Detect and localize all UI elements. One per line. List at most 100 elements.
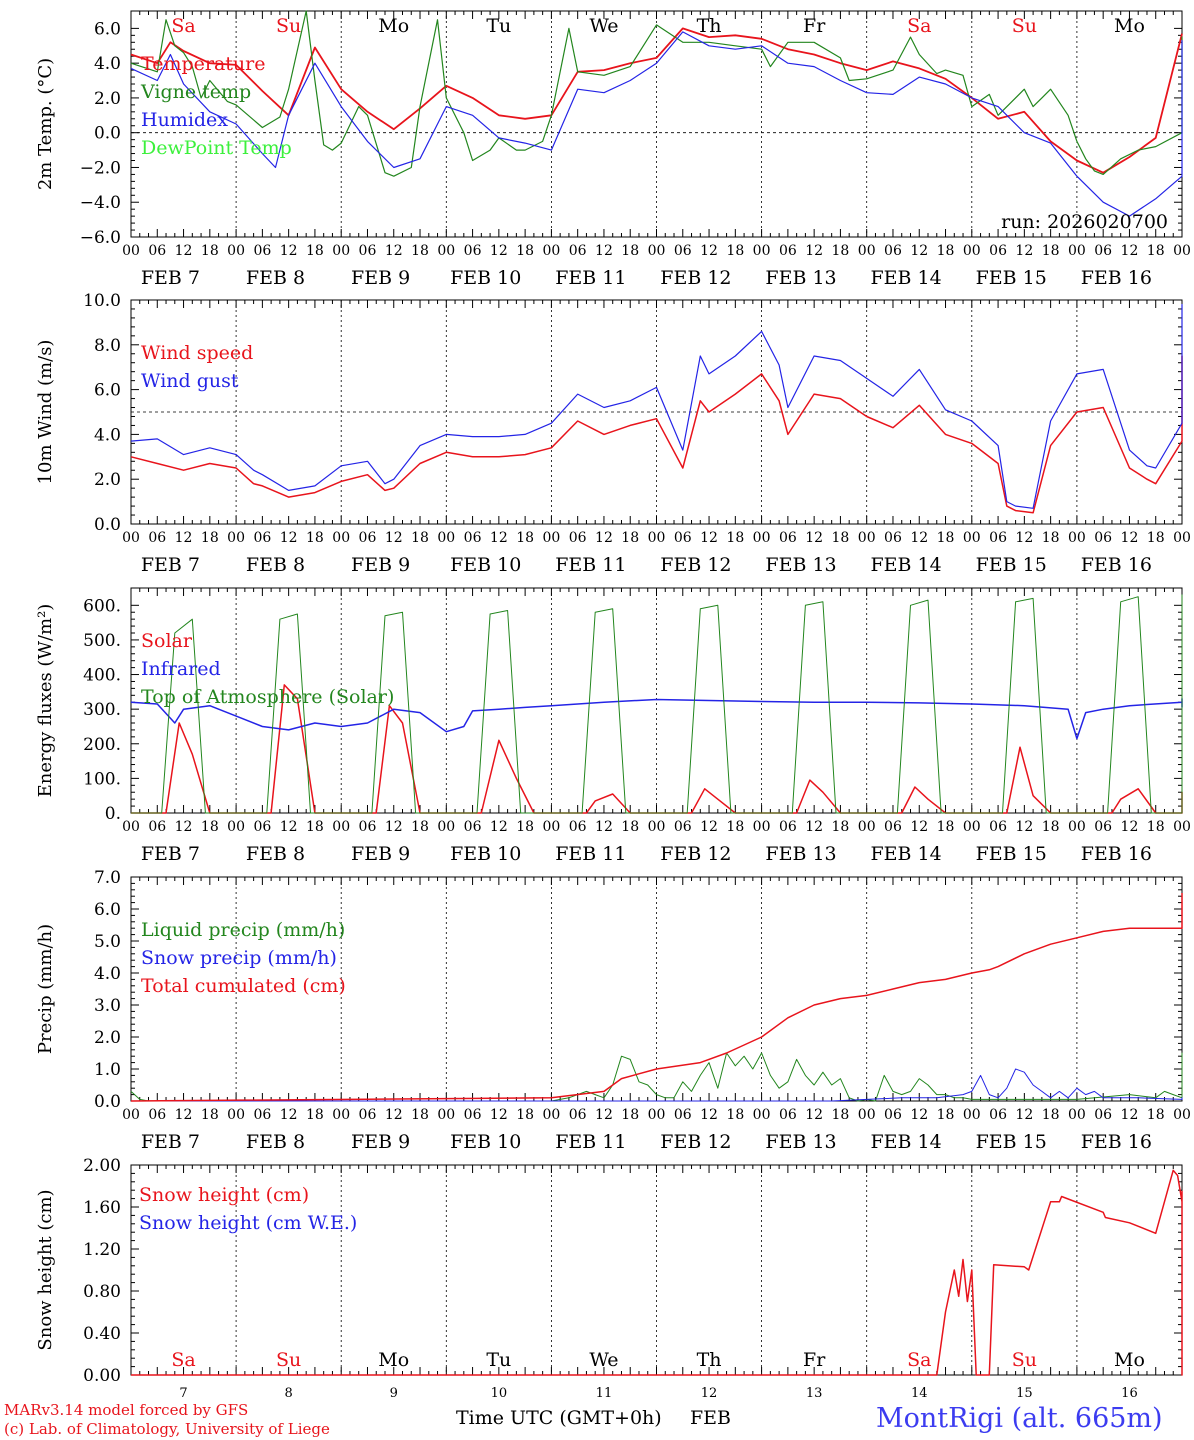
y-tick-label: 0.80 (83, 1282, 121, 1302)
hour-label: 12 (805, 1107, 823, 1123)
hour-label: 00 (122, 1107, 140, 1123)
day-number-label: 15 (1016, 1386, 1033, 1401)
hour-label: 00 (542, 819, 560, 835)
hour-label: 12 (910, 243, 928, 259)
hour-label: 12 (280, 243, 298, 259)
hour-label: 00 (437, 530, 455, 546)
weekday-label: Fr (803, 1349, 826, 1371)
legend-entry: Vigne temp (140, 81, 251, 103)
date-label: FEB 7 (141, 1131, 200, 1153)
date-label: FEB 14 (870, 1131, 941, 1153)
y-tick-label: 6.0 (94, 19, 121, 39)
hour-label: 18 (832, 243, 850, 259)
date-label: FEB 7 (141, 843, 200, 865)
weekday-label: Mo (378, 1349, 409, 1371)
hour-label: 12 (910, 819, 928, 835)
y-tick-label: 4.0 (94, 425, 121, 445)
hour-label: 12 (700, 1107, 718, 1123)
hour-label: 18 (726, 819, 744, 835)
hour-label: 18 (726, 243, 744, 259)
hour-label: 18 (306, 1107, 324, 1123)
hour-label: 18 (1042, 243, 1060, 259)
series-line-top-of-atmosphere-solar- (131, 594, 1183, 814)
panel-energy: 0. 100. 200. 300. 400. 500. 600. Energy fluxes … (35, 587, 1191, 865)
hour-label: 18 (411, 243, 429, 259)
date-label: FEB 11 (555, 843, 626, 865)
day-number-label: 13 (806, 1386, 823, 1401)
hour-label: 18 (937, 819, 955, 835)
date-label: FEB 15 (976, 554, 1047, 576)
hour-label: 06 (359, 243, 377, 259)
hour-label: 18 (411, 1107, 429, 1123)
hour-label: 06 (148, 819, 166, 835)
y-tick-label: 2.00 (83, 1156, 121, 1176)
date-label: FEB 16 (1081, 554, 1152, 576)
y-tick-label: 10.0 (83, 291, 121, 311)
hour-label: 00 (858, 530, 876, 546)
credit-line-2: (c) Lab. of Climatology, University of L… (4, 1420, 330, 1438)
date-label: FEB 13 (765, 554, 836, 576)
y-tick-label: −4.0 (80, 193, 121, 213)
weekday-label: Su (1012, 15, 1037, 37)
date-label: FEB 9 (351, 843, 410, 865)
y-tick-label: −6.0 (80, 228, 121, 248)
y-tick-label: 500. (83, 631, 121, 651)
hour-label: 18 (516, 819, 534, 835)
hour-label: 12 (280, 1107, 298, 1123)
hour-label: 00 (858, 819, 876, 835)
series-line-temperature (130, 27, 1183, 174)
hour-label: 00 (1068, 1107, 1086, 1123)
hour-label: 06 (464, 530, 482, 546)
hour-label: 06 (464, 1107, 482, 1123)
date-label: FEB 15 (976, 267, 1047, 289)
hour-label: 00 (1068, 243, 1086, 259)
hour-label: 18 (306, 530, 324, 546)
weekday-label: Mo (1114, 1349, 1145, 1371)
hour-label: 06 (779, 243, 797, 259)
hour-label: 12 (595, 1107, 613, 1123)
hour-label: 00 (227, 819, 245, 835)
hour-label: 18 (201, 243, 219, 259)
hour-label: 06 (148, 243, 166, 259)
series-line-infrared (130, 698, 1183, 740)
hour-label: 06 (779, 530, 797, 546)
y-tick-label: 600. (83, 596, 121, 616)
weekday-label: Th (697, 1349, 722, 1371)
panel-precip: 0.0 1.0 2.0 3.0 4.0 5.0 6.0 7.0 Precip (mm/h) Liq… (35, 868, 1191, 1153)
day-number-label: 11 (596, 1386, 613, 1401)
y-tick-label: 4.0 (94, 54, 121, 74)
date-label: FEB 10 (450, 267, 521, 289)
hour-label: 06 (253, 530, 271, 546)
y-tick-label: 2.0 (94, 89, 121, 109)
y-tick-label: 0.0 (94, 1092, 121, 1112)
hour-label: 12 (280, 530, 298, 546)
hour-label: 18 (201, 530, 219, 546)
weekday-label: Mo (378, 15, 409, 37)
date-label: FEB 16 (1081, 267, 1152, 289)
hour-label: 06 (1094, 1107, 1112, 1123)
hour-label: 06 (253, 1107, 271, 1123)
hour-label: 06 (1094, 243, 1112, 259)
hour-label: 18 (621, 819, 639, 835)
hour-label: 00 (963, 819, 981, 835)
hour-label: 00 (753, 819, 771, 835)
hour-label: 06 (989, 530, 1007, 546)
hour-label: 00 (858, 1107, 876, 1123)
day-number-label: 16 (1121, 1386, 1138, 1401)
legend-entry: Wind speed (141, 342, 253, 364)
weekday-label: Tu (486, 15, 511, 37)
hour-label: 18 (937, 530, 955, 546)
hour-label: 06 (1094, 819, 1112, 835)
hour-label: 00 (648, 530, 666, 546)
hour-label: 06 (674, 1107, 692, 1123)
hour-label: 00 (332, 530, 350, 546)
y-tick-label: 7.0 (94, 868, 121, 888)
date-label: FEB 8 (246, 1131, 305, 1153)
hour-label: 12 (805, 819, 823, 835)
y-tick-label: 300. (83, 700, 121, 720)
date-label: FEB 10 (450, 1131, 521, 1153)
hour-label: 18 (832, 530, 850, 546)
date-label: FEB 14 (870, 843, 941, 865)
hour-label: 00 (227, 530, 245, 546)
hour-label: 00 (1068, 530, 1086, 546)
